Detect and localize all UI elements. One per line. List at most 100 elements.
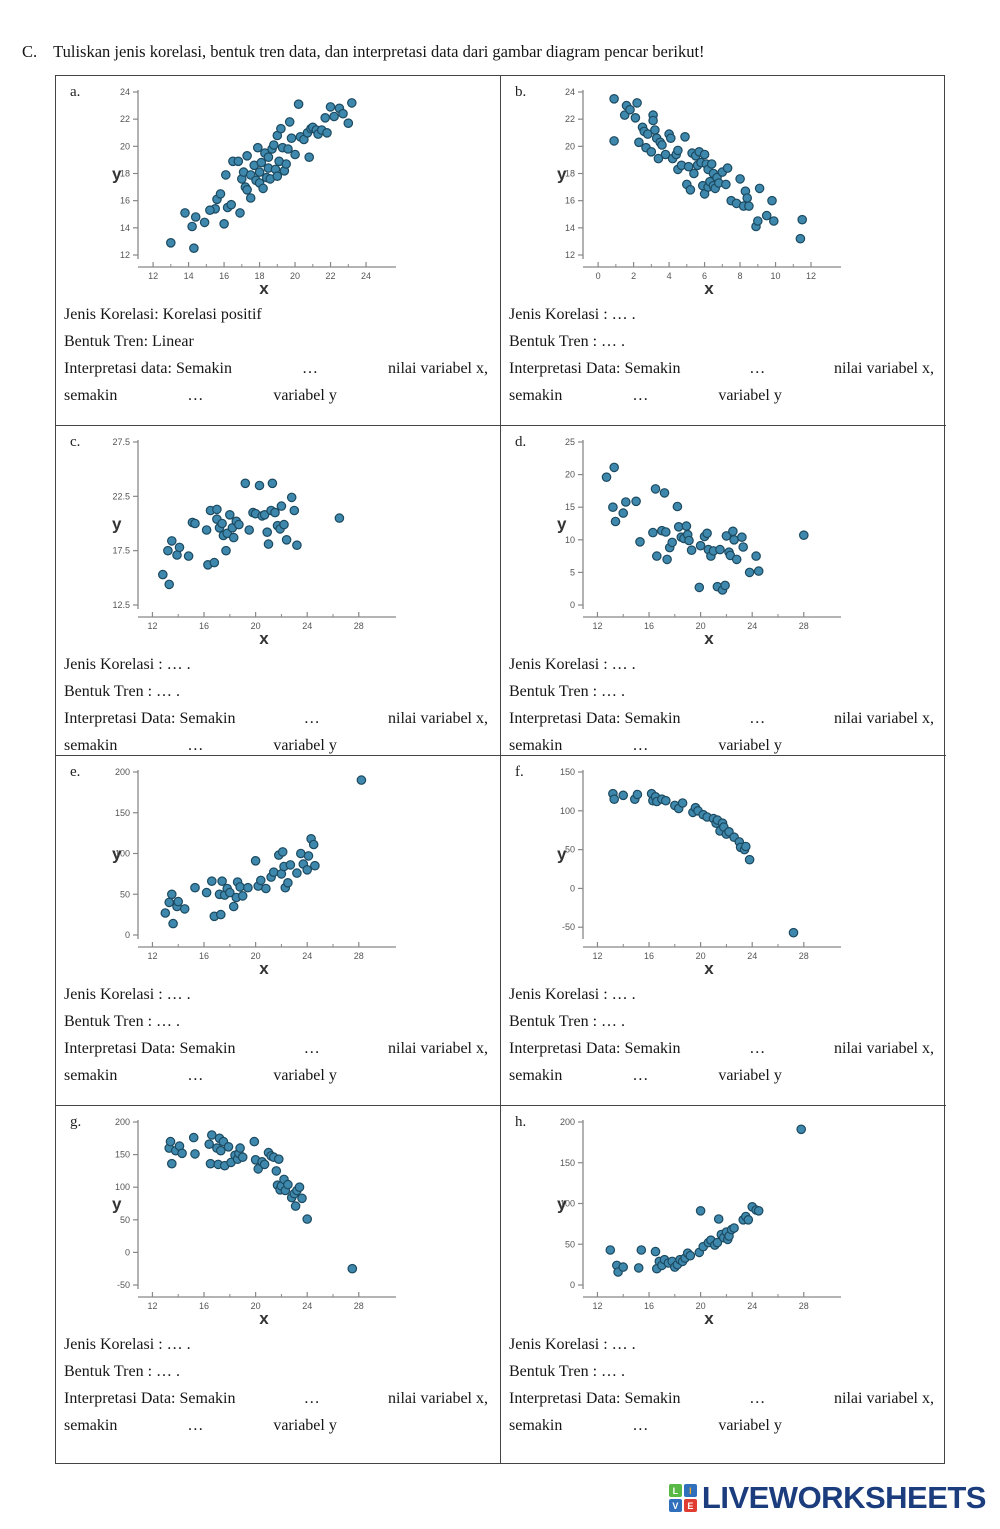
jenis-korelasi-line: Jenis Korelasi : … .: [64, 1336, 191, 1353]
svg-text:-50: -50: [117, 1280, 130, 1290]
question-instruction: Tuliskan jenis korelasi, bentuk tren dat…: [53, 42, 705, 61]
svg-text:x: x: [259, 959, 269, 977]
scatter-plot-h: 0 50 100 150 200 12 16 20 24 28 y x: [539, 1112, 851, 1328]
svg-text:x: x: [259, 1309, 269, 1327]
interp-x-text: nilai variabel x,: [388, 1390, 488, 1407]
logo-square-l: L: [668, 1484, 682, 1497]
svg-text:20: 20: [251, 951, 261, 961]
interpretasi-line-1: Interpretasi data: Semakin … nilai varia…: [64, 355, 490, 382]
interp-prefix: Interpretasi Data: Semakin: [509, 710, 681, 727]
jenis-korelasi-line: Jenis Korelasi: Korelasi positif: [64, 306, 262, 323]
svg-text:150: 150: [115, 1150, 130, 1160]
svg-text:12: 12: [147, 1301, 157, 1311]
scatter-plot-g: -50 0 50 100 150 200 12 16 20 24 28 y x: [94, 1112, 406, 1328]
svg-text:24: 24: [302, 621, 312, 631]
svg-text:50: 50: [120, 889, 130, 899]
svg-text:200: 200: [115, 1117, 130, 1127]
chart-cell-h: h. 0 50 100 150 200 12 16 20 24 28 y x Jenis Korela…: [501, 1106, 946, 1463]
answer-blank: …: [187, 387, 204, 404]
bentuk-tren-line: Bentuk Tren : … .: [64, 683, 181, 700]
interp-x-text: nilai variabel x,: [834, 1390, 934, 1407]
interpretasi-line-1: Interpretasi Data: Semakin … nilai varia…: [64, 1385, 490, 1412]
svg-text:0: 0: [125, 1247, 130, 1257]
interpretasi-line-1: Interpretasi Data: Semakin … nilai varia…: [509, 1035, 936, 1062]
svg-text:y: y: [112, 1195, 122, 1214]
scatter-plot-e: 0 50 100 150 200 12 16 20 24 28 y x: [94, 762, 406, 978]
svg-text:12: 12: [806, 271, 816, 281]
interp2-prefix: semakin: [509, 1417, 563, 1434]
svg-text:12: 12: [120, 250, 130, 260]
svg-text:20: 20: [565, 470, 575, 480]
svg-text:12: 12: [592, 951, 602, 961]
answer-blank: …: [749, 1390, 766, 1407]
jenis-korelasi-line: Jenis Korelasi : … .: [64, 656, 191, 673]
svg-text:16: 16: [199, 951, 209, 961]
svg-text:22: 22: [326, 271, 336, 281]
svg-text:16: 16: [644, 621, 654, 631]
answers-a: Jenis Korelasi: Korelasi positif Bentuk …: [64, 301, 490, 409]
svg-text:-50: -50: [562, 922, 575, 932]
svg-text:16: 16: [219, 271, 229, 281]
chart-cell-f: f. -50 0 50 100 150 12 16 20 24 28 y x Jenis Korela…: [501, 756, 946, 1106]
svg-text:17.5: 17.5: [112, 546, 130, 556]
interpretasi-line-1: Interpretasi Data: Semakin … nilai varia…: [509, 1385, 936, 1412]
svg-text:20: 20: [290, 271, 300, 281]
interp2-prefix: semakin: [64, 1067, 118, 1084]
svg-text:18: 18: [565, 169, 575, 179]
scatter-plot-d: 0 5 10 15 20 25 12 16 20 24 28 y x: [539, 432, 851, 648]
svg-text:22: 22: [565, 114, 575, 124]
answers-e: Jenis Korelasi : … . Bentuk Tren : … . I…: [64, 981, 490, 1089]
answer-blank: …: [632, 1067, 649, 1084]
logo-square-e: E: [683, 1499, 697, 1512]
svg-text:24: 24: [302, 1301, 312, 1311]
liveworksheets-logo-icon: L I V E: [668, 1484, 697, 1512]
svg-text:24: 24: [120, 87, 130, 97]
svg-text:x: x: [704, 279, 714, 297]
svg-text:150: 150: [560, 767, 575, 777]
interp-x-text: nilai variabel x,: [834, 360, 934, 377]
svg-text:12: 12: [148, 271, 158, 281]
svg-text:24: 24: [302, 951, 312, 961]
chart-label-a: a.: [70, 84, 81, 100]
svg-text:20: 20: [696, 1301, 706, 1311]
answer-blank: …: [749, 710, 766, 727]
interp2-prefix: semakin: [64, 387, 118, 404]
liveworksheets-footer: L I V E LIVEWORKSHEETS: [668, 1480, 987, 1516]
svg-text:4: 4: [667, 271, 672, 281]
svg-text:28: 28: [354, 1301, 364, 1311]
interp-prefix: Interpretasi Data: Semakin: [64, 710, 236, 727]
chart-label-f: f.: [515, 764, 524, 780]
interp-y-text: variabel y: [718, 1417, 782, 1434]
bentuk-tren-line: Bentuk Tren : … .: [64, 1013, 181, 1030]
brand-text: LIVEWORKSHEETS: [701, 1480, 987, 1515]
scatter-plot-c: 12.5 17.5 22.5 27.5 12 16 20 24 28 y x: [94, 432, 406, 648]
svg-text:x: x: [704, 1309, 714, 1327]
answer-blank: …: [749, 1040, 766, 1057]
answers-b: Jenis Korelasi : … . Bentuk Tren : … . I…: [509, 301, 936, 409]
svg-text:25: 25: [565, 437, 575, 447]
svg-text:5: 5: [570, 567, 575, 577]
svg-text:16: 16: [120, 196, 130, 206]
svg-text:x: x: [704, 959, 714, 977]
svg-text:0: 0: [570, 600, 575, 610]
svg-text:20: 20: [565, 141, 575, 151]
svg-text:14: 14: [120, 223, 130, 233]
interp2-prefix: semakin: [64, 737, 118, 754]
svg-text:28: 28: [799, 951, 809, 961]
interp-y-text: variabel y: [718, 737, 782, 754]
answers-f: Jenis Korelasi : … . Bentuk Tren : … . I…: [509, 981, 936, 1089]
interpretasi-line-2: semakin … variabel y: [509, 1412, 936, 1439]
svg-text:200: 200: [560, 1117, 575, 1127]
svg-text:50: 50: [565, 1239, 575, 1249]
svg-text:y: y: [557, 1195, 567, 1214]
svg-text:22.5: 22.5: [112, 491, 130, 501]
svg-text:50: 50: [120, 1215, 130, 1225]
svg-text:22: 22: [120, 114, 130, 124]
svg-text:2: 2: [631, 271, 636, 281]
answer-blank: …: [187, 737, 204, 754]
svg-text:x: x: [259, 629, 269, 647]
svg-text:24: 24: [565, 87, 575, 97]
svg-text:150: 150: [560, 1158, 575, 1168]
bentuk-tren-line: Bentuk Tren : … .: [509, 1013, 626, 1030]
svg-text:14: 14: [565, 223, 575, 233]
